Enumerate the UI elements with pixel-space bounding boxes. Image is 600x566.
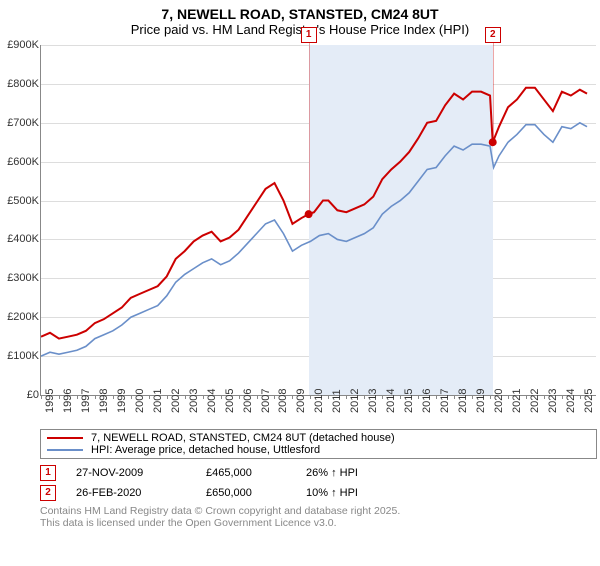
x-tick [472, 395, 473, 399]
series-line [41, 123, 587, 356]
title-main: 7, NEWELL ROAD, STANSTED, CM24 8UT [0, 6, 600, 22]
legend-label-1: 7, NEWELL ROAD, STANSTED, CM24 8UT (deta… [91, 432, 395, 444]
y-axis-label: £100K [1, 350, 39, 362]
y-axis-label: £500K [1, 195, 39, 207]
price-amount-2: £650,000 [206, 487, 286, 499]
price-pct-2: 10% ↑ HPI [306, 487, 386, 499]
x-tick [436, 395, 437, 399]
price-marker-2: 2 [40, 485, 56, 501]
x-tick [526, 395, 527, 399]
x-tick [203, 395, 204, 399]
x-tick [580, 395, 581, 399]
footer: Contains HM Land Registry data © Crown c… [40, 505, 600, 529]
series-line [41, 88, 587, 339]
x-tick [221, 395, 222, 399]
legend-label-2: HPI: Average price, detached house, Uttl… [91, 444, 320, 456]
y-axis-label: £400K [1, 233, 39, 245]
x-tick [418, 395, 419, 399]
x-tick [95, 395, 96, 399]
x-tick [562, 395, 563, 399]
chart-area: £0£100K£200K£300K£400K£500K£600K£700K£80… [40, 45, 595, 425]
prices-table: 1 27-NOV-2009 £465,000 26% ↑ HPI 2 26-FE… [40, 465, 600, 501]
chart-marker: 2 [485, 27, 501, 43]
x-tick [346, 395, 347, 399]
y-axis-label: £0 [1, 389, 39, 401]
y-axis-label: £600K [1, 156, 39, 168]
x-tick [185, 395, 186, 399]
x-tick [131, 395, 132, 399]
chart-svg [41, 45, 596, 395]
price-marker-1: 1 [40, 465, 56, 481]
x-tick [454, 395, 455, 399]
footer-line-1: Contains HM Land Registry data © Crown c… [40, 505, 600, 517]
price-amount-1: £465,000 [206, 467, 286, 479]
price-row: 1 27-NOV-2009 £465,000 26% ↑ HPI [40, 465, 600, 481]
marker-line [309, 42, 310, 214]
y-axis-label: £300K [1, 272, 39, 284]
y-axis-label: £900K [1, 39, 39, 51]
x-tick [274, 395, 275, 399]
chart-marker: 1 [301, 27, 317, 43]
x-tick [508, 395, 509, 399]
x-tick [490, 395, 491, 399]
x-tick [149, 395, 150, 399]
legend-row-2: HPI: Average price, detached house, Uttl… [41, 444, 596, 456]
x-tick [257, 395, 258, 399]
price-date-2: 26-FEB-2020 [76, 487, 186, 499]
x-tick [167, 395, 168, 399]
x-tick [77, 395, 78, 399]
x-tick [239, 395, 240, 399]
y-axis-label: £700K [1, 117, 39, 129]
x-tick [328, 395, 329, 399]
x-tick [310, 395, 311, 399]
x-tick [292, 395, 293, 399]
legend-row-1: 7, NEWELL ROAD, STANSTED, CM24 8UT (deta… [41, 432, 596, 444]
legend: 7, NEWELL ROAD, STANSTED, CM24 8UT (deta… [40, 429, 597, 459]
x-tick [364, 395, 365, 399]
price-date-1: 27-NOV-2009 [76, 467, 186, 479]
y-axis-label: £800K [1, 78, 39, 90]
price-row: 2 26-FEB-2020 £650,000 10% ↑ HPI [40, 485, 600, 501]
marker-line [493, 42, 494, 142]
legend-swatch-2 [47, 449, 83, 451]
x-tick [59, 395, 60, 399]
y-axis-label: £200K [1, 311, 39, 323]
x-tick [400, 395, 401, 399]
x-tick [41, 395, 42, 399]
x-tick [544, 395, 545, 399]
x-tick [113, 395, 114, 399]
legend-swatch-1 [47, 437, 83, 439]
plot-area: £0£100K£200K£300K£400K£500K£600K£700K£80… [40, 45, 596, 396]
footer-line-2: This data is licensed under the Open Gov… [40, 517, 600, 529]
price-pct-1: 26% ↑ HPI [306, 467, 386, 479]
x-tick [382, 395, 383, 399]
